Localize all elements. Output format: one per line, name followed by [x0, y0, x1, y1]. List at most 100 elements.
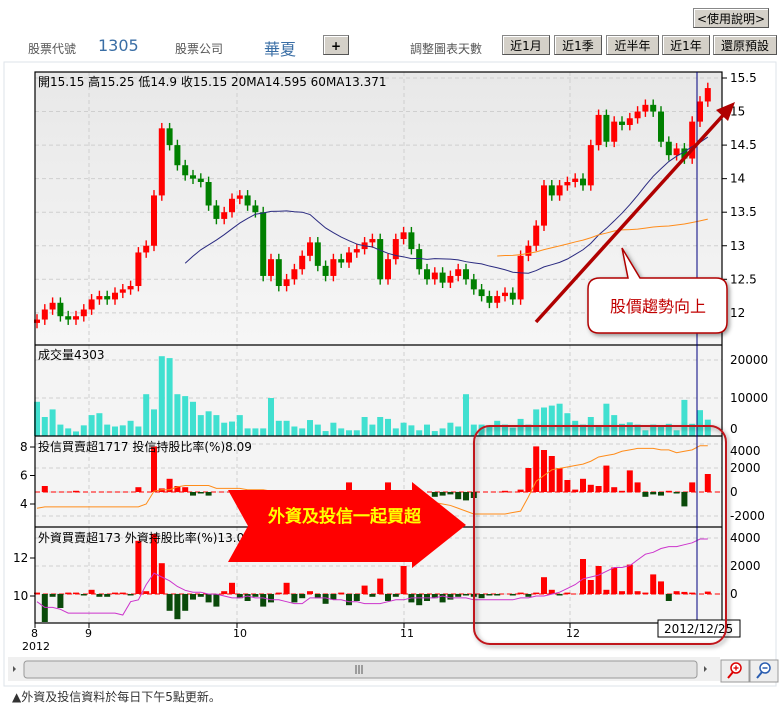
- x-tick-label: 11: [400, 627, 414, 640]
- volume-bar: [299, 428, 306, 436]
- annotation-arrow: [228, 482, 466, 568]
- trust-net-buy-bar: [525, 468, 532, 492]
- trend-arrowhead-icon: [716, 102, 735, 121]
- help-button[interactable]: <使用說明>: [693, 8, 769, 28]
- candle-body: [182, 165, 189, 176]
- foreign-net-buy-bar: [478, 594, 485, 599]
- price-tick-label: 12: [730, 306, 745, 320]
- plot-border: [34, 71, 723, 624]
- foreign-net-buy-bar: [41, 594, 48, 622]
- zoom-in-button[interactable]: [720, 659, 750, 683]
- volume-bar: [119, 425, 126, 436]
- candle-body: [470, 279, 477, 290]
- volume-bar: [346, 430, 352, 436]
- volume-bar: [424, 424, 430, 436]
- price-tick-label: 12.5: [730, 272, 757, 286]
- candle-body: [236, 195, 243, 199]
- volume-bar: [509, 427, 516, 436]
- foreign-net-buy-bar: [307, 591, 313, 594]
- add-button[interactable]: +: [323, 35, 349, 55]
- foreign-net-buy-bar: [673, 591, 680, 594]
- volume-tick-label: 0: [730, 422, 738, 436]
- volume-bar: [205, 411, 212, 436]
- trust-net-buy-bar: [41, 486, 48, 492]
- stock-code: 1305: [98, 36, 139, 55]
- zoom-out-button[interactable]: [749, 659, 779, 683]
- candle-body: [689, 121, 696, 159]
- reset-button[interactable]: 還原預設: [713, 35, 777, 55]
- candle-body: [673, 148, 680, 156]
- foreign-net-buy-bar: [369, 594, 376, 597]
- foreign-net-buy-bar: [73, 592, 79, 595]
- volume-bar: [166, 358, 173, 436]
- candle-body: [338, 259, 345, 263]
- candle-body: [681, 148, 688, 159]
- trust-net-buy-bar: [73, 490, 79, 493]
- trust-net-buy-bar: [517, 489, 524, 492]
- candle-body: [509, 292, 516, 300]
- candle-body: [548, 185, 555, 196]
- cursor-date-box: [657, 619, 741, 638]
- trust-net-buy-bar: [431, 492, 438, 497]
- scroll-right-icon[interactable]: [704, 666, 707, 672]
- trust-net-buy-bar: [572, 489, 579, 492]
- foreign-net-buy-bar: [611, 567, 618, 594]
- foreign-net-buy-bar: [143, 591, 150, 594]
- foreign-net-buy-bar: [447, 594, 454, 600]
- volume-bar: [291, 426, 298, 436]
- foreign-net-buy-bar: [385, 594, 391, 601]
- trust-net-buy-bar: [166, 478, 173, 492]
- range-1y-button[interactable]: 近1年: [662, 35, 710, 55]
- volume-bar: [603, 403, 610, 436]
- foreign-net-buy-bar: [517, 592, 524, 595]
- volume-bar: [330, 422, 337, 436]
- foreign-net-buy-bar: [119, 592, 126, 595]
- volume-bar: [252, 428, 259, 436]
- volume-bar: [533, 409, 540, 436]
- trust-net-buy-bar: [681, 492, 688, 507]
- candle-body: [41, 309, 48, 320]
- volume-bar: [112, 426, 118, 436]
- range-1m-button[interactable]: 近1月: [502, 35, 550, 55]
- candle-body: [704, 88, 711, 102]
- trust-right-tick-label: 4000: [730, 444, 761, 458]
- volume-bar: [283, 420, 290, 436]
- company-name: 華夏: [264, 40, 297, 59]
- company-label: 股票公司: [175, 42, 224, 56]
- volume-bar: [541, 407, 547, 436]
- foreign-net-buy-bar: [650, 574, 657, 594]
- candle-body: [463, 269, 469, 280]
- foreign-net-buy-bar: [166, 594, 173, 611]
- candle-body: [205, 182, 212, 206]
- range-1q-button[interactable]: 近1季: [554, 35, 602, 55]
- foreign-net-buy-bar: [112, 592, 118, 595]
- trust-net-buy-bar: [533, 446, 540, 492]
- foreign-net-buy-bar: [275, 592, 282, 595]
- volume-bar: [57, 424, 64, 436]
- foreign-net-buy-bar: [525, 594, 532, 597]
- foreign-net-buy-bar: [268, 594, 274, 603]
- candle-body: [502, 292, 508, 297]
- trust-left-tick-label: 8: [20, 440, 28, 454]
- volume-bar: [665, 423, 672, 436]
- foreign-net-buy-bar: [190, 594, 196, 600]
- scrollbar-thumb[interactable]: [23, 660, 698, 679]
- candle-body: [642, 104, 649, 112]
- candle-body: [564, 182, 571, 186]
- scroll-left-icon[interactable]: [13, 666, 16, 672]
- candle-body: [174, 145, 181, 166]
- foreign-net-buy-bar: [642, 592, 649, 595]
- scrollbar-grip-icon: [355, 665, 363, 674]
- x-year-label: 2012: [22, 640, 50, 653]
- candle-body: [424, 269, 430, 280]
- range-6m-button[interactable]: 近半年: [606, 35, 659, 55]
- volume-bar: [229, 421, 235, 436]
- trust-net-buy-bar: [385, 482, 391, 492]
- trust-net-buy-bar: [135, 487, 142, 492]
- foreign-net-buy-bar: [197, 594, 204, 597]
- foreign-net-buy-bar: [564, 592, 571, 595]
- foreign-net-buy-bar: [213, 594, 220, 607]
- candle-body: [572, 178, 579, 183]
- trust-left-tick-label: 4: [20, 497, 28, 511]
